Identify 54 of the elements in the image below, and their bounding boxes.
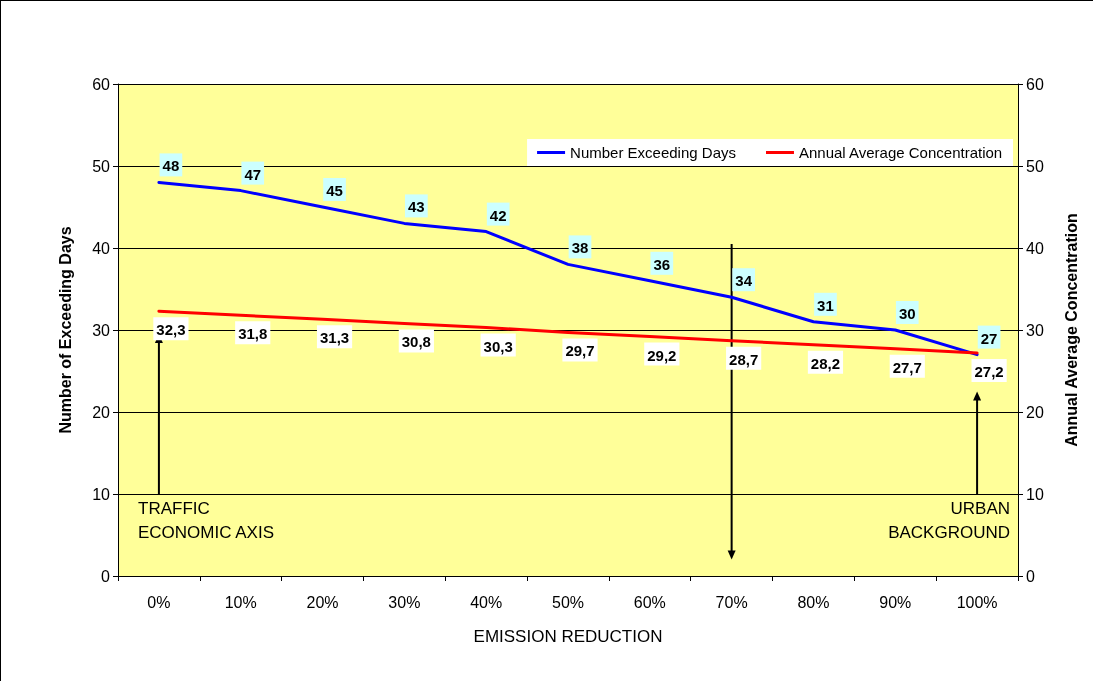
data-label: 28,2 [810, 354, 841, 372]
data-label: 45 [326, 182, 343, 199]
x-tick-label: 30% [388, 593, 421, 611]
y2-axis-title: Annual Average Concentration [1062, 213, 1080, 447]
y2-tick-label: 0 [1026, 567, 1035, 585]
x-tick-label: 60% [633, 593, 666, 611]
data-label: 27,7 [892, 358, 922, 376]
y2-tick-label: 20 [1026, 403, 1044, 421]
data-label: 31,8 [238, 325, 268, 343]
y2-tick-label: 10 [1026, 485, 1044, 503]
data-label: 30,3 [483, 337, 513, 355]
data-label: 47 [244, 165, 262, 183]
y-tick-label: 50 [92, 157, 111, 175]
y2-tick-label: 40 [1026, 239, 1044, 257]
data-label: 29,2 [647, 346, 677, 364]
y-tick-label: 30 [92, 321, 111, 339]
x-tick-label: 10% [224, 593, 257, 611]
x-tick-label: 40% [470, 593, 503, 611]
data-label: 48 [162, 157, 180, 175]
y2-tick-label: 60 [1026, 75, 1044, 93]
x-tick-label: 70% [715, 593, 748, 611]
y-tick-label: 10 [92, 485, 111, 503]
x-axis-title: EMISSION REDUCTION [473, 627, 663, 646]
data-label: 30,8 [401, 333, 431, 351]
data-label: 32,3 [156, 321, 186, 339]
data-label: 34 [735, 272, 753, 290]
y-tick-label: 60 [92, 75, 111, 93]
y-axis-title: Number of Exceeding Days [56, 226, 74, 434]
x-tick-label: 0% [147, 593, 171, 611]
x-tick-label: 20% [306, 593, 339, 611]
y2-tick-label: 30 [1026, 321, 1044, 339]
x-tick-label: 90% [879, 593, 912, 611]
data-label: 43 [408, 198, 425, 216]
data-label: 31 [817, 296, 834, 314]
data-label: 42 [489, 206, 507, 224]
legend-label: Annual Average Concentration [798, 144, 1003, 161]
data-label: 29,7 [565, 342, 595, 360]
y2-tick-label: 50 [1026, 157, 1044, 175]
y-tick-label: 20 [92, 403, 111, 421]
data-label: 30 [898, 305, 916, 322]
annotation: URBAN BACKGROUND [888, 498, 1010, 542]
y-tick-label: 0 [101, 567, 111, 585]
data-label: 36 [653, 255, 671, 273]
x-tick-label: 50% [551, 593, 585, 611]
data-label: 27,2 [974, 362, 1004, 380]
x-tick-label: 80% [797, 593, 830, 611]
data-label: 38 [571, 239, 589, 257]
legend-label: Number Exceeding Days [570, 144, 736, 161]
x-tick-label: 100% [956, 593, 998, 611]
data-label: 28,7 [729, 350, 759, 368]
data-label: 27 [980, 329, 998, 347]
annotation: TRAFFIC ECONOMIC AXIS [138, 498, 275, 542]
data-label: 31,3 [319, 329, 350, 347]
y-tick-label: 40 [92, 239, 111, 257]
